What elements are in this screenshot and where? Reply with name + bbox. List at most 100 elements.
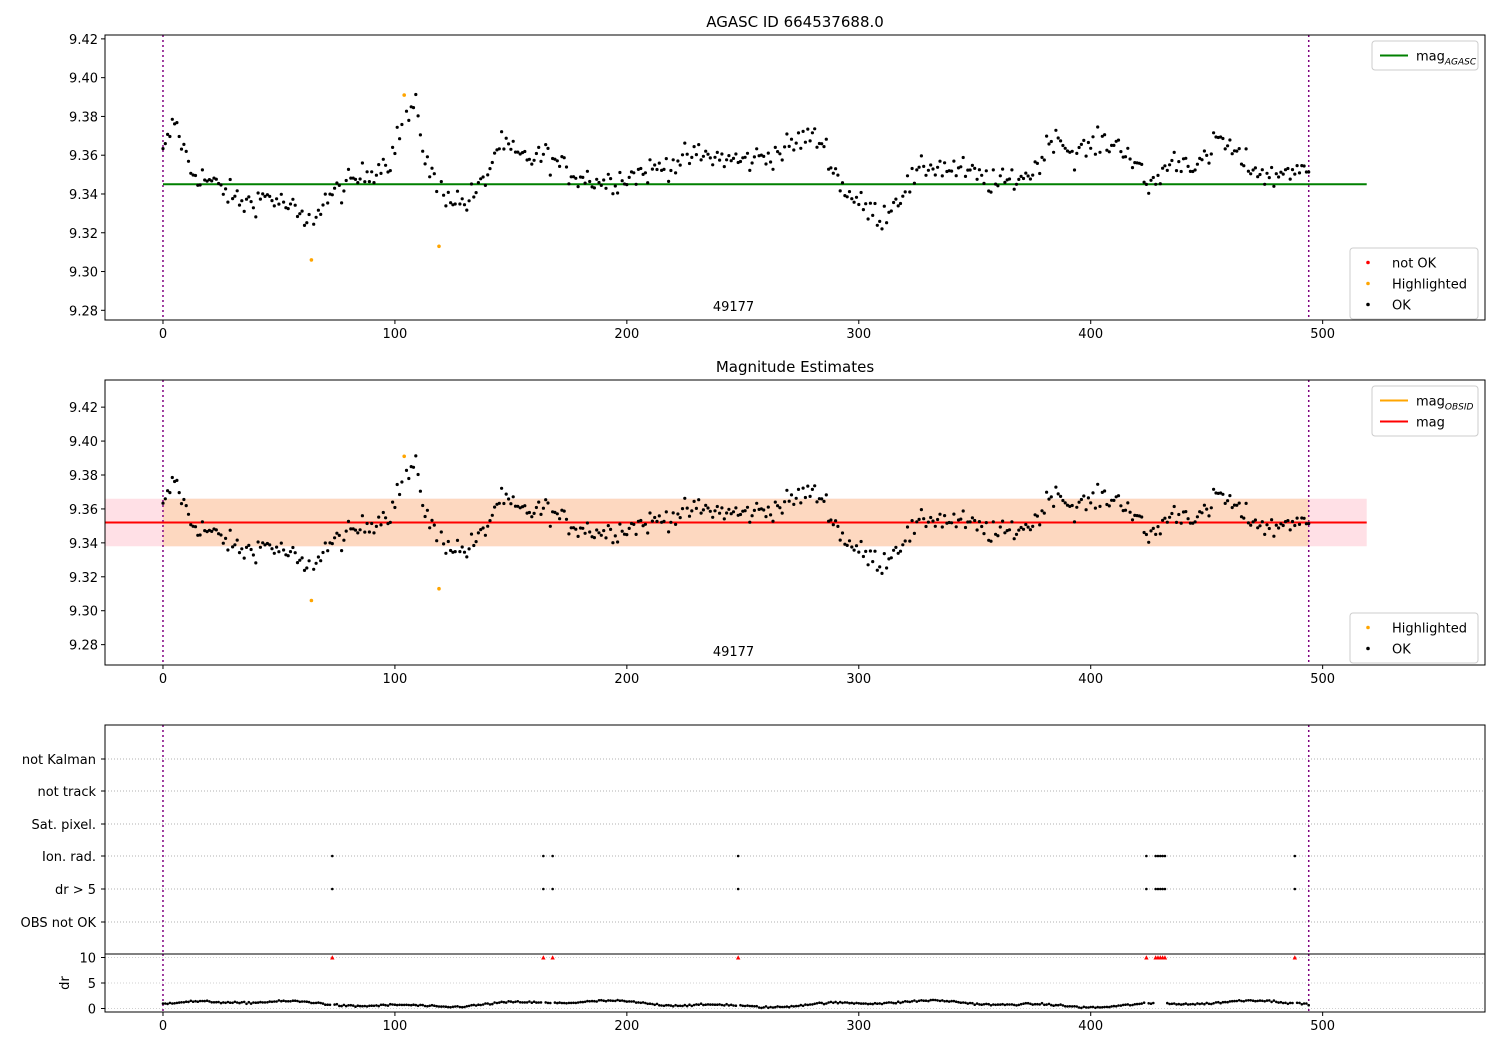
ok-point [298,558,302,562]
dr-point [467,1004,471,1008]
dr-point [702,1003,705,1007]
ok-point [1244,501,1248,505]
ok-point [479,528,483,532]
ok-point [472,195,476,199]
dr-point [934,998,937,1002]
dr-point [356,1004,360,1007]
ok-point [641,524,645,528]
dr-point [1179,1003,1183,1006]
ok-point [722,517,726,521]
ok-point [272,551,276,555]
dr-point [516,1000,520,1003]
ok-point [567,532,571,536]
legend-marker [1366,646,1370,651]
ok-point [1212,487,1216,491]
dr-point [727,1004,731,1007]
dr-point [273,1000,276,1003]
ok-point [1179,521,1183,525]
dr-point [1298,1001,1301,1005]
ok-point [302,223,307,227]
ok-point [1246,169,1250,173]
dr-point [845,1001,849,1004]
ok-point [750,514,754,518]
ok-point [305,566,309,570]
ok-point [676,159,680,163]
dr-point [1135,1002,1139,1006]
ok-point [256,540,260,544]
ok-point [878,565,882,569]
flag-point [542,887,545,891]
dr-point [252,1001,255,1004]
dr-point [688,1003,691,1006]
ok-point [903,539,907,543]
ok-point [616,540,620,544]
dr-point [899,1001,902,1005]
ok-point [163,497,167,501]
ok-point [970,163,975,167]
ok-point [1193,168,1197,172]
ok-point [268,543,272,547]
ok-point [683,496,687,500]
ok-point [685,152,689,156]
magnitude-estimates-panel: Magnitude Estimates 49177 0 100 200 300 400 500… [69,358,1486,687]
dr-point [386,1004,390,1007]
dr-point [618,999,622,1002]
ok-point [954,174,958,178]
ok-point [1151,175,1155,180]
ok-point [342,189,346,193]
ok-point [367,180,371,184]
ok-point [404,468,409,472]
ok-point [458,202,462,206]
ok-point [905,525,910,529]
dr-point [293,999,297,1002]
ok-point [391,500,395,504]
ok-point [1024,522,1028,527]
ok-point [534,505,539,510]
ok-point [766,151,770,155]
ok-point [288,550,293,554]
dr-point [1066,1005,1069,1008]
ok-point [186,159,191,163]
ok-point [567,182,571,186]
dr-point [208,1000,211,1003]
ok-point [205,179,209,183]
dr-point [182,1001,186,1004]
ok-point [1158,532,1162,536]
dr-point [1059,1003,1062,1006]
ok-point [1290,168,1295,172]
ok-point [718,158,722,162]
ok-point [592,536,597,540]
ok-point [282,548,286,552]
dr-point [1010,1003,1014,1006]
dr-point [395,1003,399,1007]
ok-point [574,176,578,180]
dr-point [815,1002,819,1005]
dr-point [876,1002,879,1005]
dr-point [456,1005,459,1008]
ok-point [620,179,624,183]
dr-point [1108,1005,1111,1009]
ok-point [1056,492,1060,496]
dr-point [284,1000,288,1003]
dr-point [685,1004,689,1008]
ok-point [1110,498,1114,502]
ok-point [829,166,833,170]
ok-point [1270,518,1274,522]
dr-point [785,1005,789,1008]
ok-point [1031,173,1035,177]
dr-point [1196,1002,1199,1005]
ok-point [1165,168,1169,172]
ok-point [490,160,494,165]
ok-point [168,491,172,495]
dr-point [458,1005,462,1009]
ok-point [381,510,385,515]
ok-point [1186,164,1190,168]
ok-point [235,538,239,542]
dr-point [880,1002,884,1006]
ok-point [745,151,750,155]
ok-point [785,132,789,136]
ok-point [569,526,573,530]
ok-point [996,184,1000,188]
ok-point [611,541,615,545]
dr-point [1070,1005,1074,1008]
